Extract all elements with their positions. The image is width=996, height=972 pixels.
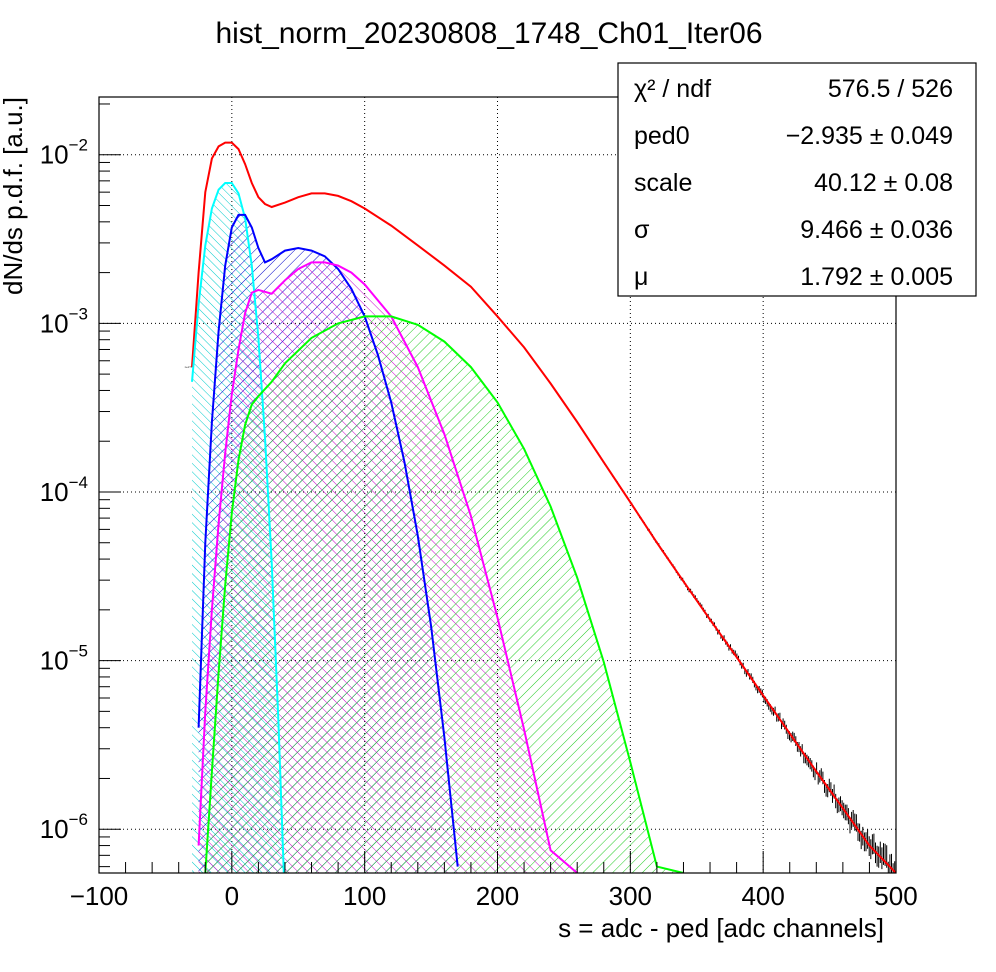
axis-ticks [98,103,897,873]
x-tick-label: 300 [609,881,652,911]
fit-total-curve [191,141,896,873]
y-tick-label: 10−3 [40,304,88,338]
component-2-curve [197,261,578,873]
x-tick-label: 200 [476,881,519,911]
axis-tick-labels: −100 0 100 200 300 400 500 10−6 10−5 10−4 10−3 10−2 [40,136,918,911]
stats-label: χ² / ndf [634,75,711,103]
y-tick-label: 10−4 [40,473,88,507]
x-tick-label: 500 [874,881,917,911]
component-3-curve [204,315,684,873]
x-tick-label: −100 [70,881,129,911]
x-axis-title: s = adc - ped [adc channels] [558,913,884,943]
stats-value: −2.935 ± 0.049 [786,122,953,150]
y-tick-label: 10−6 [40,810,88,844]
stats-box: χ² / ndf 576.5 / 526 ped0 −2.935 ± 0.049 sca… [617,62,977,297]
chart-title: hist_norm_20230808_1748_Ch01_Iter06 [215,17,762,50]
y-axis-title: dN/ds p.d.f. [a.u.] [0,97,28,295]
x-tick-label: 0 [225,881,239,911]
x-tick-label: 100 [343,881,386,911]
stats-value: 40.12 ± 0.08 [814,169,953,197]
component-1-curve [197,213,459,867]
component-0-curve [191,182,285,873]
x-tick-label: 400 [741,881,784,911]
stats-value: 576.5 / 526 [828,75,953,103]
stats-label: ped0 [634,122,690,150]
component-3-fill [205,316,684,873]
stats-label: scale [634,169,692,197]
y-tick-label: 10−5 [40,642,88,676]
fit-curves [191,141,896,873]
stats-label: σ [634,216,650,244]
stats-value: 9.466 ± 0.036 [800,216,953,244]
stats-value: 1.792 ± 0.005 [800,263,953,291]
stats-label: μ [634,263,648,291]
component-fills [192,183,684,873]
y-tick-label: 10−2 [40,136,88,170]
